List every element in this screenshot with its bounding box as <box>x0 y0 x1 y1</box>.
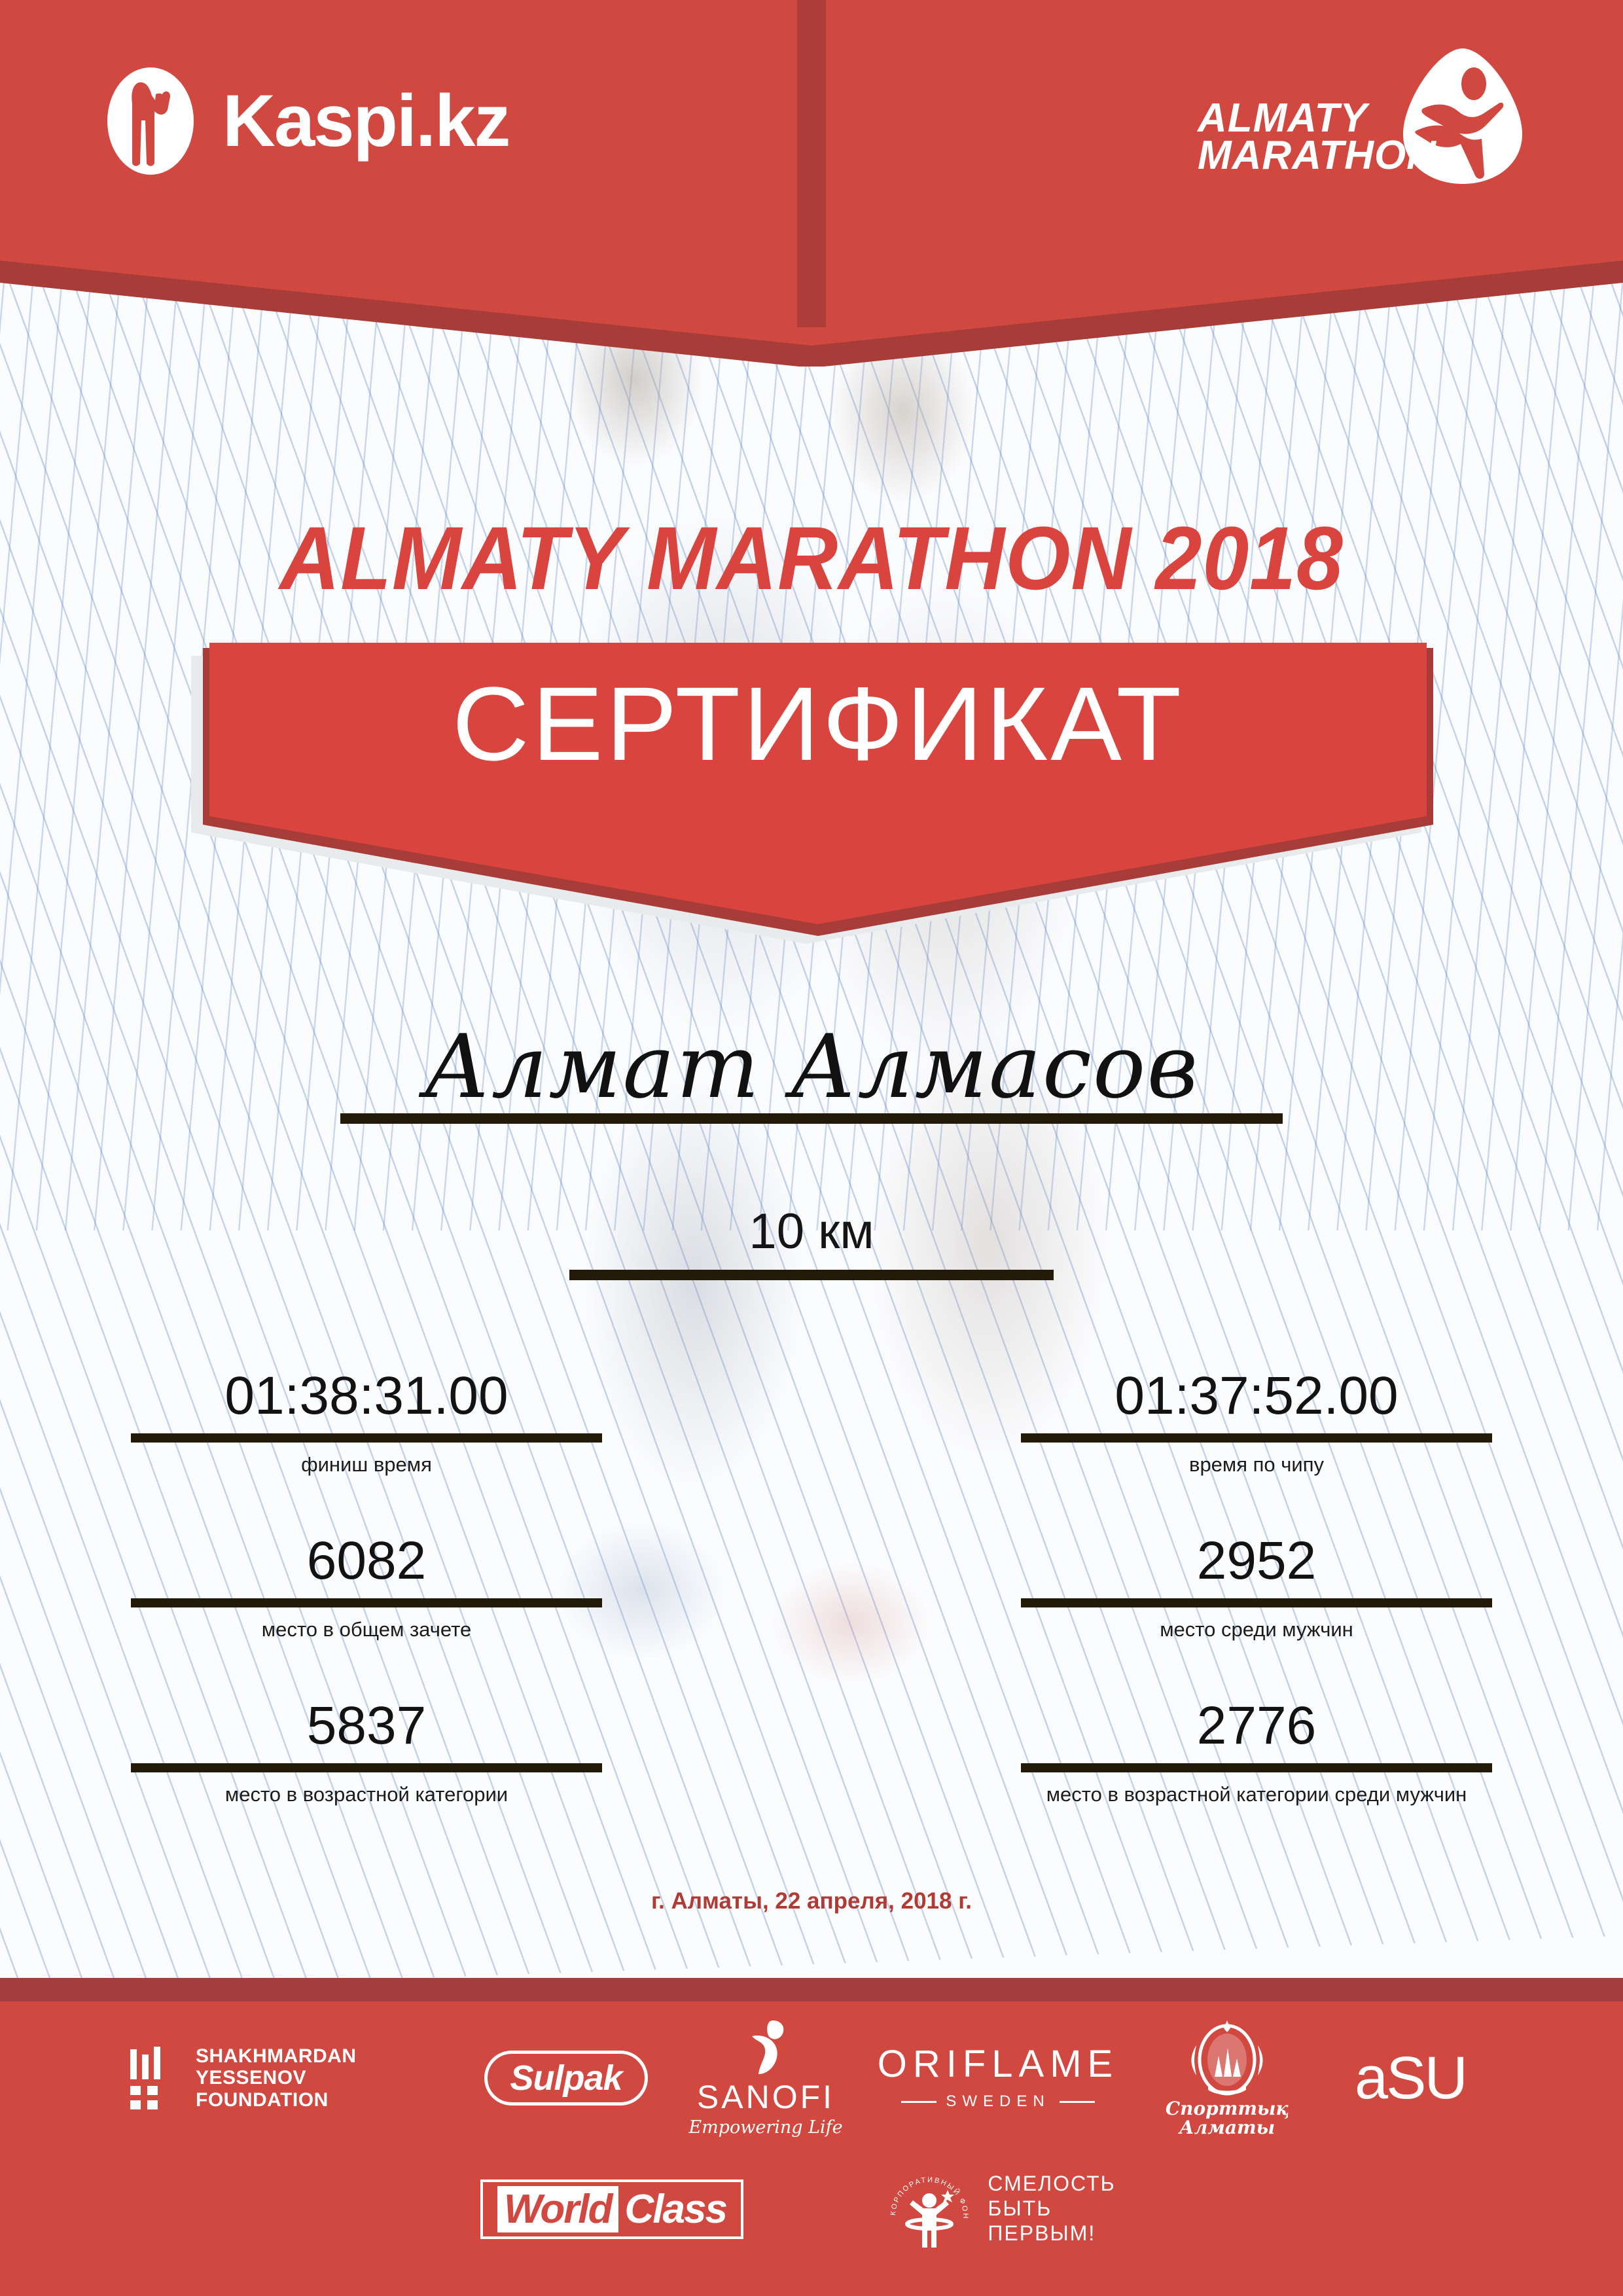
world-class-wordmark: World Class <box>480 2179 743 2239</box>
participant-name: Алмат Алмасов <box>423 1016 1200 1118</box>
participant-name-block: Алмат Алмасов <box>340 1021 1283 1124</box>
sanofi-bird-icon <box>740 2019 791 2077</box>
header-center-stripe <box>797 0 826 327</box>
certificate-word: СЕРТИФИКАТ <box>452 665 1185 782</box>
result-underline <box>1021 1598 1492 1608</box>
sport-almaty-wordmark: Спорттық Алматы <box>1165 2097 1289 2138</box>
oriflame-sweden-label: SWEDEN <box>946 2092 1050 2110</box>
sponsor-footer <box>0 2001 1623 2296</box>
sport-almaty-line-2: Алматы <box>1179 2117 1275 2138</box>
yessenov-line-2: FOUNDATION <box>196 2089 329 2111</box>
marathon-line-1: ALMATY <box>1198 96 1368 141</box>
courage-line-1: СМЕЛОСТЬ <box>988 2172 1116 2196</box>
sulpak-wordmark: Sulpak <box>484 2051 648 2106</box>
yessenov-wordmark: SHAKHMARDAN YESSENOV FOUNDATION <box>196 2045 468 2111</box>
certificate-banner: СЕРТИФИКАТ <box>191 643 1433 944</box>
result-overall-place: 6082 место в общем зачете <box>0 1533 812 1641</box>
yessenov-bars-icon <box>128 2047 179 2109</box>
event-title: ALMATY MARATHON 2018 <box>279 509 1344 609</box>
sponsor-sulpak: Sulpak <box>468 2051 664 2106</box>
oriflame-rule-left <box>901 2100 937 2103</box>
oriflame-sub: SWEDEN <box>878 2092 1119 2111</box>
sponsor-asu: aSU <box>1325 2044 1495 2111</box>
result-label: финиш время <box>301 1453 432 1477</box>
sponsor-oriflame: ORIFLAME SWEDEN <box>867 2045 1129 2111</box>
kaspi-logo-text: Kaspi.kz <box>223 80 510 162</box>
sport-almaty-line-1: Спорттық <box>1165 2097 1289 2119</box>
kaspi-person-icon <box>105 65 196 177</box>
result-age-category-men-place: 2776 место в возрастной категории среди … <box>812 1698 1623 1806</box>
sponsor-row-1: SHAKHMARDAN YESSENOV FOUNDATION Sulpak S… <box>0 2020 1623 2138</box>
distance-value: 10 км <box>749 1204 874 1259</box>
row-spacer <box>0 1641 1623 1698</box>
result-value: 2776 <box>1196 1696 1317 1756</box>
result-underline <box>1021 1433 1492 1443</box>
result-underline <box>131 1598 602 1608</box>
result-underline <box>131 1763 602 1773</box>
courage-wordmark: СМЕЛОСТЬ БЫТЬ ПЕРВЫМ! <box>988 2172 1115 2246</box>
world-class-word-2: Class <box>624 2186 728 2232</box>
results-row: 01:38:31.00 финиш время 01:37:52.00 врем… <box>0 1366 1623 1477</box>
result-value: 5837 <box>306 1696 427 1756</box>
sponsor-yessenov-foundation: SHAKHMARDAN YESSENOV FOUNDATION <box>128 2045 468 2111</box>
results-row: 5837 место в возрастной категории 2776 м… <box>0 1698 1623 1806</box>
sponsor-row-2: World Class КОРПОРАТИВНЫЙ ФОНД СМЕЛОСТ <box>0 2160 1623 2258</box>
yessenov-line-1: SHAKHMARDAN YESSENOV <box>196 2045 357 2089</box>
distance-block: 10 км <box>569 1204 1054 1280</box>
almaty-marathon-runner-icon <box>1400 46 1525 187</box>
result-value: 01:38:31.00 <box>224 1366 508 1426</box>
result-underline <box>131 1433 602 1443</box>
courage-line-2: БЫТЬ <box>988 2197 1052 2221</box>
sanofi-tagline: Empowering Life <box>688 2117 843 2138</box>
row-spacer <box>0 1477 1623 1533</box>
date-and-place: г. Алматы, 22 апреля, 2018 г. <box>651 1888 972 1914</box>
distance-underline <box>569 1269 1054 1280</box>
result-label: место среди мужчин <box>1160 1618 1353 1641</box>
results-row: 6082 место в общем зачете 2952 место сре… <box>0 1533 1623 1641</box>
sponsor-courage-foundation: КОРПОРАТИВНЫЙ ФОНД СМЕЛОСТЬ БЫТЬ ПЕРВЫМ! <box>851 2161 1152 2251</box>
result-label: место в общем зачете <box>261 1618 472 1641</box>
results-grid: 01:38:31.00 финиш время 01:37:52.00 врем… <box>0 1366 1623 1806</box>
result-finish-time: 01:38:31.00 финиш время <box>0 1366 812 1477</box>
result-label: место в возрастной категории <box>224 1783 508 1806</box>
asu-wordmark: aSU <box>1355 2044 1468 2111</box>
sponsor-world-class: World Class <box>471 2179 753 2239</box>
result-label: место в возрастной категории среди мужчи… <box>1046 1783 1467 1806</box>
name-underline <box>340 1113 1283 1124</box>
result-chip-time: 01:37:52.00 время по чипу <box>812 1366 1623 1477</box>
result-value: 01:37:52.00 <box>1115 1366 1399 1426</box>
almaty-marathon-logo: ALMATY MARATHON <box>1198 46 1525 209</box>
oriflame-rule-right <box>1059 2100 1095 2103</box>
courage-figure-icon: КОРПОРАТИВНЫЙ ФОНД <box>883 2161 972 2251</box>
sponsor-sanofi: SANOFI Empowering Life <box>664 2019 867 2138</box>
marathon-line-2: MARATHON <box>1198 133 1437 179</box>
oriflame-wordmark: ORIFLAME <box>877 2043 1119 2085</box>
footer-divider <box>0 1978 1623 2001</box>
result-men-place: 2952 место среди мужчин <box>812 1533 1623 1641</box>
world-class-word-1: World <box>497 2185 618 2233</box>
almaty-marathon-wordmark: ALMATY MARATHON <box>1198 96 1436 176</box>
result-value: 2952 <box>1196 1531 1317 1591</box>
courage-line-3: ПЕРВЫМ! <box>988 2221 1096 2245</box>
result-value: 6082 <box>306 1531 427 1591</box>
result-underline <box>1021 1763 1492 1773</box>
result-label: время по чипу <box>1188 1453 1325 1477</box>
sport-almaty-emblem-icon <box>1188 2019 1266 2098</box>
result-age-category-place: 5837 место в возрастной категории <box>0 1698 812 1806</box>
sponsor-sport-almaty: Спорттық Алматы <box>1129 2019 1325 2138</box>
kaspi-logo: Kaspi.kz <box>105 65 510 177</box>
banner-front: СЕРТИФИКАТ <box>209 643 1427 924</box>
sanofi-wordmark: SANOFI <box>696 2078 835 2115</box>
